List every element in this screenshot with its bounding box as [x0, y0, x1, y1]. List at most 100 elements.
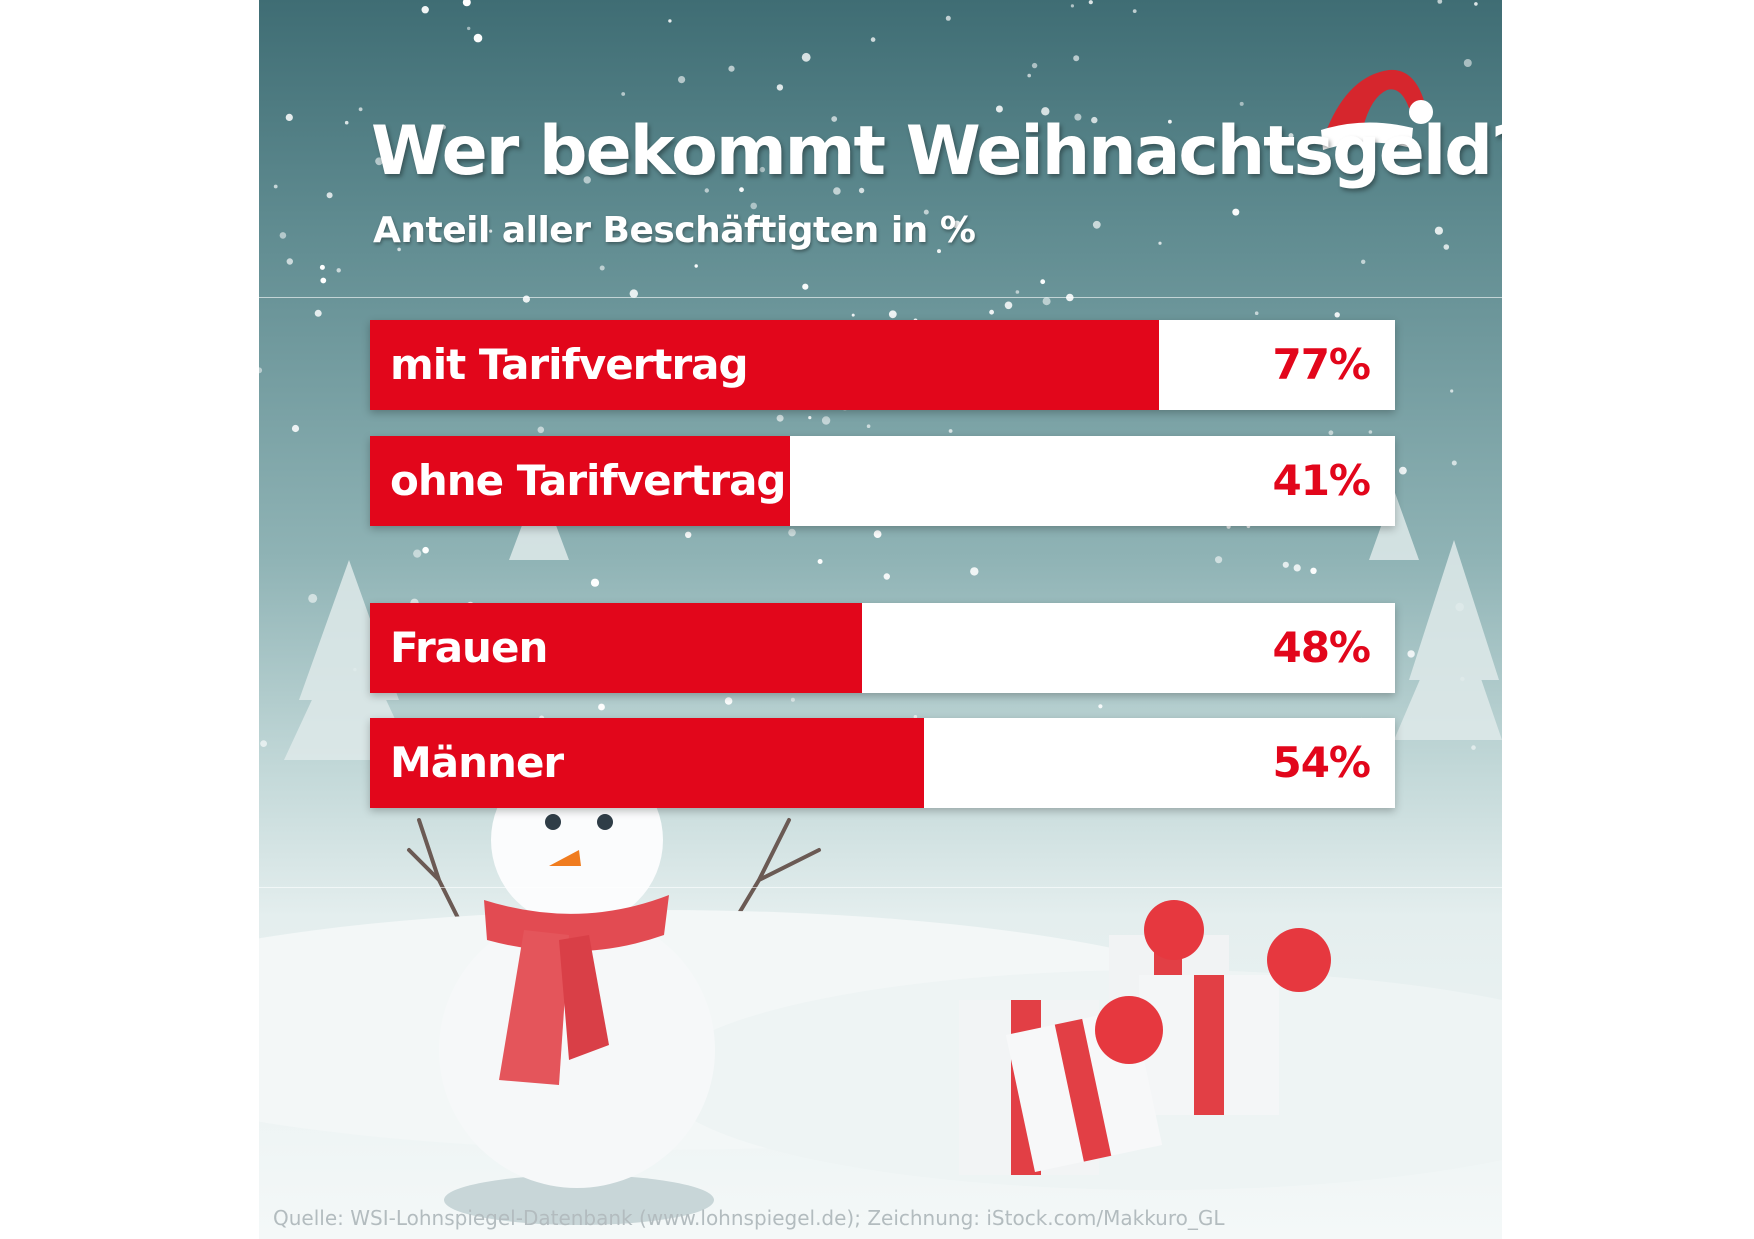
snowflake-icon [866, 424, 871, 429]
header-divider [259, 297, 1502, 298]
snowflake-icon [425, 167, 431, 174]
snowflake-icon [937, 249, 941, 254]
snowflake-icon [790, 697, 795, 702]
snowflake-icon [273, 184, 278, 189]
snowflake-icon [1434, 226, 1443, 235]
snowflake-icon [1368, 430, 1373, 434]
snowflake-icon [1282, 561, 1289, 568]
snowflake-icon [808, 416, 812, 420]
category-label: mit Tarifvertrag [390, 340, 749, 389]
snowflake-icon [1004, 301, 1013, 310]
snowflake-icon [1293, 564, 1301, 572]
bar-track: Männer 54% [370, 718, 1395, 808]
snowflake-icon [344, 120, 349, 125]
snowflake-icon [685, 531, 692, 538]
bar [370, 436, 791, 526]
snowflake-icon [801, 52, 811, 62]
snowflake-icon [1254, 311, 1259, 316]
snowflake-icon [1070, 4, 1074, 8]
category-label: ohne Tarifvertrag [390, 456, 786, 505]
snowflake-icon [308, 593, 318, 603]
snowflake-icon [995, 105, 1003, 113]
snowflake-icon [728, 65, 735, 72]
snowflake-icon [314, 309, 322, 317]
snowflake-icon [537, 426, 545, 434]
snowflake-icon [776, 414, 784, 422]
snowflake-icon [629, 289, 638, 298]
value-label: 48% [1272, 623, 1371, 672]
snowflake-icon [462, 0, 471, 7]
snowflake-icon [421, 6, 429, 14]
snowflake-icon [913, 715, 918, 719]
snowflake-icon [858, 187, 865, 194]
snowflake-icon [1098, 704, 1103, 709]
bar [370, 603, 862, 693]
bar-chart: mit Tarifvertrag 77% ohne Tarifvertrag 41% F… [370, 320, 1395, 808]
snowflake-icon [873, 530, 882, 538]
snowflake-icon [1040, 279, 1046, 285]
snowflake-icon [1437, 0, 1443, 4]
category-label: Männer [390, 738, 564, 787]
bar-track: Frauen 48% [370, 603, 1395, 693]
snowflake-icon [259, 367, 263, 374]
snowflake-icon [279, 232, 287, 239]
snowflake-icon [422, 546, 429, 554]
snowflake-icon [948, 429, 953, 433]
snowflake-icon [802, 283, 809, 290]
snowflake-icon [1451, 460, 1457, 466]
chart-divider [259, 887, 1502, 888]
snowfall-background [259, 0, 1478, 761]
snowflake-icon [1474, 2, 1478, 6]
snowflake-icon [319, 264, 325, 270]
snowflake-icon [291, 424, 300, 433]
snowflake-icon [1310, 567, 1317, 574]
snowflake-icon [1463, 59, 1472, 67]
snowflake-icon [1158, 241, 1162, 245]
snowflake-icon [751, 214, 755, 218]
snowflake-icon [326, 192, 333, 199]
snowflake-icon [1361, 259, 1366, 264]
snowflake-icon [1232, 208, 1240, 216]
snowflake-icon [429, 222, 437, 230]
snowflake-icon [286, 258, 293, 265]
snowflake-icon [831, 116, 838, 122]
snowflake-icon [285, 113, 293, 121]
snowflake-icon [817, 559, 823, 564]
snowflake-icon [1399, 466, 1407, 475]
snowflake-icon [821, 416, 831, 425]
snowflake-icon [1239, 101, 1244, 106]
snowflake-icon [467, 26, 471, 31]
snowflake-icon [375, 157, 383, 166]
snowflake-icon [970, 567, 979, 576]
snowflake-icon [883, 573, 890, 580]
snowflake-icon [1288, 133, 1294, 139]
snowflake-icon [583, 176, 591, 184]
snowflake-icon [776, 84, 784, 91]
snowflake-icon [1215, 556, 1223, 564]
snowflake-icon [405, 233, 411, 239]
snowflake-icon [397, 247, 401, 252]
snowflake-icon [1443, 244, 1450, 250]
snowflake-icon [704, 188, 709, 193]
snowflake-icon [678, 76, 686, 84]
snowflake-icon [1088, 0, 1093, 5]
snowflake-icon [413, 549, 422, 558]
santa-hat-icon [1321, 69, 1433, 150]
snowflake-icon [441, 124, 446, 130]
source-note: Quelle: WSI-Lohnspiegel-Datenbank (www.l… [273, 1206, 1225, 1230]
snowflake-icon [320, 277, 327, 284]
snowflake-icon [1042, 297, 1051, 306]
snowflake-icon [788, 528, 796, 537]
snowflake-icon [1407, 650, 1415, 658]
snowflake-icon [260, 740, 267, 747]
snowflake-icon [1027, 73, 1031, 78]
bar [370, 320, 1160, 410]
snowflake-icon [724, 697, 733, 705]
snowflake-icon [1471, 745, 1476, 750]
snowflake-icon [989, 309, 994, 315]
snowflake-icon [358, 107, 363, 112]
snowflake-icon [1334, 312, 1340, 318]
snowflake-icon [694, 264, 698, 268]
bar [370, 718, 924, 808]
snowflake-icon [1168, 119, 1172, 124]
